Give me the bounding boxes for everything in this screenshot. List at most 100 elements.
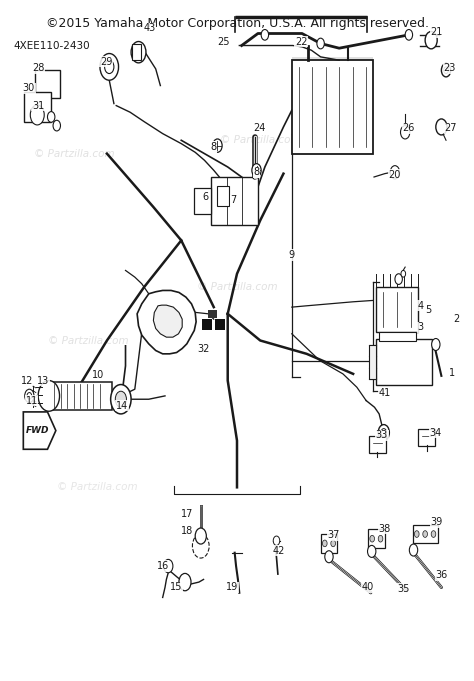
Text: 39: 39 [430,517,443,527]
Bar [369,436,386,453]
Text: 37: 37 [328,530,340,541]
Text: 4: 4 [418,301,424,311]
Text: © Partzilla.com: © Partzilla.com [34,148,115,159]
Circle shape [401,125,410,139]
Text: 28: 28 [32,63,45,74]
Circle shape [100,54,118,80]
Text: 31: 31 [32,101,44,110]
Text: 38: 38 [379,524,391,534]
Text: 43: 43 [144,23,156,33]
Text: 22: 22 [295,37,307,46]
Circle shape [192,534,209,558]
Bar [412,524,438,543]
Circle shape [367,545,376,557]
Circle shape [431,530,436,537]
Text: 32: 32 [197,343,210,353]
Circle shape [331,540,336,547]
Text: 36: 36 [435,571,447,580]
Bar [418,429,435,446]
Circle shape [164,559,173,573]
Text: ©2015 Yamaha Motor Corporation, U.S.A. All rights reserved.: ©2015 Yamaha Motor Corporation, U.S.A. A… [46,17,428,30]
Polygon shape [23,412,56,449]
Circle shape [325,551,333,563]
Text: 5: 5 [425,306,431,315]
Circle shape [30,105,44,125]
Text: 19: 19 [226,582,238,592]
Circle shape [252,163,261,177]
Circle shape [378,535,383,542]
Text: 23: 23 [444,63,456,74]
Circle shape [213,139,222,153]
Circle shape [30,415,39,428]
Circle shape [395,274,402,285]
Circle shape [401,270,406,277]
Circle shape [425,31,437,49]
Text: 17: 17 [181,509,193,519]
Bar [24,92,51,123]
Text: 42: 42 [273,545,285,556]
Text: 9: 9 [289,250,295,260]
Circle shape [179,573,191,590]
Bar [292,57,373,69]
Text: 4XEE110-2430: 4XEE110-2430 [13,40,90,50]
Bar [376,287,418,332]
Circle shape [436,119,447,135]
Circle shape [25,390,34,402]
Circle shape [115,391,127,407]
Circle shape [370,535,374,542]
Polygon shape [154,305,182,337]
Bar [202,319,212,330]
Circle shape [432,338,440,351]
Text: 1: 1 [448,368,455,377]
Bar [194,189,210,214]
Text: 11: 11 [26,396,38,406]
Bar [376,339,432,385]
Circle shape [47,112,55,123]
Text: 26: 26 [403,123,415,133]
Text: © Partzilla.com: © Partzilla.com [48,336,128,345]
Text: 2: 2 [453,314,459,324]
Bar [215,319,225,330]
Circle shape [317,38,324,49]
Bar [369,345,376,379]
Text: 3: 3 [418,322,424,332]
Text: 25: 25 [217,37,229,46]
Circle shape [110,385,131,414]
Text: 16: 16 [156,561,169,571]
Circle shape [273,536,280,545]
Text: 27: 27 [445,123,457,133]
Text: 18: 18 [181,526,193,536]
Circle shape [131,42,146,63]
Text: 30: 30 [23,83,35,93]
Bar [218,186,229,206]
Circle shape [444,67,448,74]
Circle shape [378,424,389,441]
Circle shape [381,428,387,437]
Text: FWD: FWD [26,426,49,435]
Text: 14: 14 [116,401,128,411]
Text: 40: 40 [362,582,374,592]
Circle shape [105,60,114,74]
Text: 8: 8 [254,168,260,177]
Text: 20: 20 [389,170,401,180]
Circle shape [441,63,451,77]
Circle shape [27,392,32,399]
Text: 35: 35 [397,584,410,594]
Circle shape [261,29,269,40]
Text: 34: 34 [430,428,442,438]
Text: 24: 24 [253,123,265,133]
Text: 7: 7 [230,195,237,206]
Text: 6: 6 [202,192,209,202]
Circle shape [53,121,61,131]
Text: 29: 29 [100,57,112,67]
Circle shape [195,528,206,544]
Text: 41: 41 [379,387,391,398]
Text: 8: 8 [211,142,217,152]
Text: 33: 33 [376,430,388,441]
Bar [292,60,373,154]
Circle shape [390,165,400,179]
Bar [320,534,337,553]
Bar [35,70,61,98]
Text: 12: 12 [21,375,33,385]
Text: 8: 8 [254,168,260,177]
